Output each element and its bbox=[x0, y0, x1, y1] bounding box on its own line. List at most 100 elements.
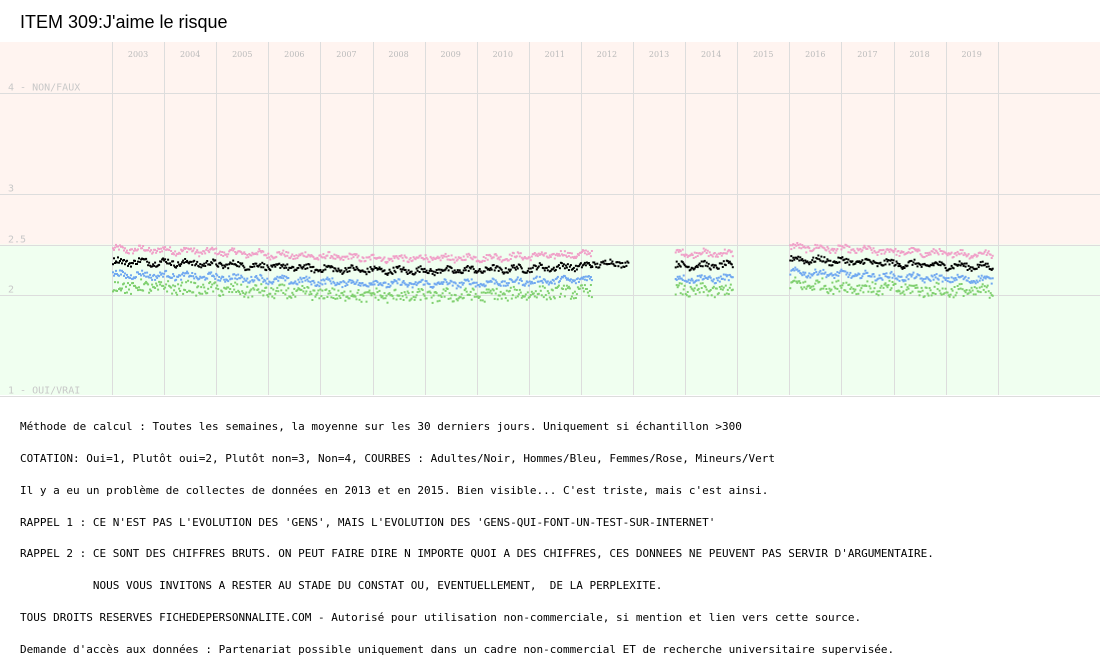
data-point-adults bbox=[687, 265, 690, 268]
data-point-adults bbox=[352, 267, 355, 269]
data-point-adults bbox=[271, 265, 274, 268]
data-point-adults bbox=[598, 266, 601, 269]
data-point-women bbox=[163, 247, 166, 250]
data-point-minors bbox=[375, 287, 378, 290]
data-point-men bbox=[712, 278, 715, 281]
data-point-minors bbox=[490, 292, 493, 295]
data-point-women bbox=[349, 253, 352, 256]
data-point-women bbox=[540, 251, 543, 254]
data-point-women bbox=[923, 256, 926, 258]
data-point-women bbox=[683, 255, 686, 258]
data-point-minors bbox=[447, 297, 450, 300]
data-point-minors bbox=[894, 282, 897, 285]
data-point-men bbox=[574, 282, 577, 285]
data-point-minors bbox=[126, 291, 128, 294]
data-point-minors bbox=[926, 292, 929, 295]
data-point-adults bbox=[508, 270, 511, 273]
data-point-men bbox=[401, 281, 404, 284]
data-point-women bbox=[725, 252, 728, 255]
data-point-minors bbox=[358, 298, 361, 301]
data-point-women bbox=[956, 250, 959, 253]
data-point-men bbox=[953, 279, 956, 282]
data-point-adults bbox=[461, 271, 464, 274]
data-point-men bbox=[312, 279, 315, 282]
data-point-men bbox=[715, 277, 718, 280]
year-label: 2006 bbox=[284, 50, 304, 59]
data-point-minors bbox=[444, 289, 447, 292]
data-point-adults bbox=[884, 263, 887, 266]
data-point-adults bbox=[612, 263, 615, 266]
data-point-adults bbox=[578, 263, 581, 266]
data-point-minors bbox=[681, 293, 684, 296]
data-point-women bbox=[162, 246, 165, 249]
data-point-adults bbox=[351, 264, 354, 267]
data-point-women bbox=[243, 251, 246, 254]
data-point-minors bbox=[821, 277, 824, 280]
data-point-women bbox=[843, 246, 846, 249]
data-point-minors bbox=[520, 296, 523, 299]
data-point-minors bbox=[546, 290, 549, 293]
data-point-minors bbox=[334, 297, 337, 300]
data-point-women bbox=[552, 252, 555, 255]
data-point-women bbox=[873, 250, 876, 252]
data-point-men bbox=[284, 279, 287, 282]
data-point-adults bbox=[603, 262, 606, 265]
data-point-minors bbox=[705, 288, 708, 291]
data-point-minors bbox=[838, 290, 841, 293]
data-point-men bbox=[716, 279, 719, 282]
data-point-men bbox=[933, 274, 936, 277]
data-point-minors bbox=[963, 289, 966, 292]
data-point-minors bbox=[914, 287, 917, 289]
data-point-minors bbox=[277, 290, 280, 293]
data-point-women bbox=[678, 249, 681, 252]
data-point-men bbox=[222, 276, 225, 278]
data-point-adults bbox=[348, 270, 351, 273]
data-point-minors bbox=[372, 292, 375, 295]
data-point-women bbox=[924, 252, 927, 255]
data-point-minors bbox=[889, 288, 892, 291]
data-point-minors bbox=[717, 292, 720, 295]
data-point-women bbox=[255, 252, 258, 255]
data-point-adults bbox=[310, 270, 313, 273]
data-point-minors bbox=[675, 284, 678, 287]
data-point-minors bbox=[323, 297, 326, 300]
data-point-women bbox=[949, 252, 952, 255]
data-point-minors bbox=[290, 296, 293, 299]
data-point-adults bbox=[609, 258, 612, 261]
data-point-minors bbox=[960, 283, 963, 285]
data-point-adults bbox=[863, 261, 866, 264]
data-point-men bbox=[706, 278, 709, 280]
data-point-adults bbox=[958, 260, 961, 263]
data-point-adults bbox=[985, 265, 988, 268]
data-point-minors bbox=[210, 286, 213, 289]
data-point-men bbox=[213, 275, 216, 278]
data-point-women bbox=[440, 254, 443, 257]
data-point-minors bbox=[121, 287, 123, 290]
data-point-men bbox=[945, 277, 948, 280]
data-point-adults bbox=[950, 264, 953, 267]
data-point-men bbox=[510, 279, 513, 282]
data-point-adults bbox=[883, 259, 886, 262]
data-point-adults bbox=[378, 266, 381, 269]
data-point-adults bbox=[305, 263, 308, 266]
data-point-minors bbox=[937, 282, 940, 285]
data-point-men bbox=[929, 279, 932, 282]
data-point-adults bbox=[297, 266, 300, 269]
y-tick-label: 2 bbox=[8, 285, 14, 296]
data-point-men bbox=[835, 274, 838, 277]
data-point-women bbox=[521, 258, 524, 261]
data-point-adults bbox=[682, 262, 685, 265]
data-point-men bbox=[313, 281, 316, 284]
data-point-adults bbox=[916, 265, 919, 268]
data-point-minors bbox=[969, 291, 972, 294]
data-point-women bbox=[813, 247, 816, 250]
data-point-women bbox=[954, 252, 957, 254]
data-point-adults bbox=[445, 266, 448, 269]
data-point-women bbox=[485, 254, 488, 256]
data-point-adults bbox=[417, 266, 420, 269]
data-point-women bbox=[807, 245, 810, 248]
data-point-adults bbox=[810, 261, 813, 264]
data-point-men bbox=[121, 269, 123, 272]
data-point-men bbox=[264, 279, 267, 282]
data-point-men bbox=[858, 273, 861, 276]
